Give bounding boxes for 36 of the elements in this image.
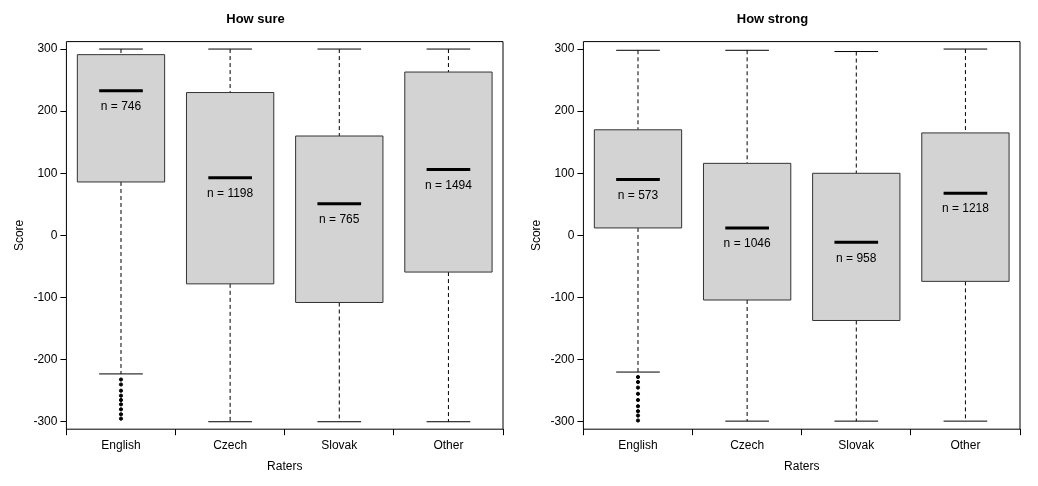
annotation: n = 765: [319, 212, 360, 227]
y-tick-label: -100: [550, 289, 575, 304]
chart-title: How strong: [736, 11, 809, 27]
x-tick-label: English: [101, 437, 141, 452]
chart-title: How sure: [226, 11, 285, 27]
y-tick-label: 100: [554, 165, 575, 180]
annotation: n = 1494: [424, 177, 473, 192]
x-axis-title: Raters: [784, 459, 820, 474]
y-tick-label: 300: [37, 41, 58, 56]
x-tick-label: Other: [950, 437, 981, 452]
y-tick-label: -200: [33, 351, 58, 366]
x-tick-label: Czech: [730, 437, 765, 452]
annotation: n = 573: [617, 187, 659, 202]
annotation: n = 958: [836, 250, 877, 265]
y-tick-label: 200: [554, 103, 575, 118]
y-tick-label: -300: [33, 414, 58, 429]
y-tick-label: 100: [37, 165, 58, 180]
y-tick-label: -100: [33, 289, 58, 304]
y-tick-label: 300: [554, 41, 575, 56]
y-tick-label: -300: [550, 414, 575, 429]
y-axis-title: Score: [528, 219, 543, 252]
x-tick-label: Slovak: [838, 437, 876, 452]
y-axis-title: Score: [11, 219, 26, 252]
annotation: n = 746: [100, 98, 142, 113]
x-tick-label: Other: [433, 437, 464, 452]
x-axis-title: Raters: [267, 459, 303, 474]
y-tick-label: -200: [550, 351, 575, 366]
x-tick-label: Slovak: [321, 437, 359, 452]
annotation: n = 1198: [207, 185, 254, 200]
x-tick-label: English: [618, 437, 658, 452]
y-tick-label: 0: [50, 227, 58, 242]
annotation: n = 1046: [723, 236, 771, 251]
x-tick-label: Czech: [213, 437, 248, 452]
annotation: n = 1218: [941, 201, 990, 216]
y-tick-label: 200: [37, 103, 58, 118]
y-tick-label: 0: [567, 227, 575, 242]
